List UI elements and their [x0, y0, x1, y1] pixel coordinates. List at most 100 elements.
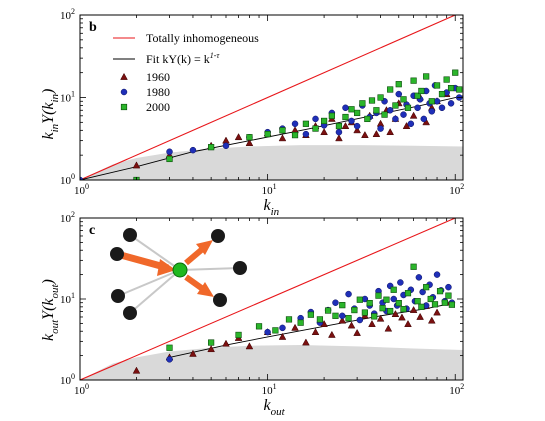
network-center-node — [172, 262, 188, 278]
data-point — [264, 131, 271, 138]
network-arrowhead — [197, 282, 214, 297]
data-point — [166, 155, 173, 163]
data-point — [279, 324, 286, 332]
series-2000 — [166, 263, 456, 351]
data-point — [341, 121, 350, 129]
data-point — [335, 128, 343, 136]
data-point — [427, 295, 434, 303]
legend-label: 2000 — [146, 100, 170, 114]
data-point — [379, 305, 386, 312]
data-point — [361, 130, 369, 138]
data-point — [433, 98, 441, 105]
data-point — [255, 323, 263, 330]
data-point — [312, 115, 319, 123]
data-point — [391, 310, 400, 318]
plot-area — [80, 218, 463, 380]
data-point — [302, 130, 310, 138]
data-point — [433, 82, 441, 89]
reference-line — [80, 15, 457, 180]
data-point — [222, 339, 230, 347]
data-point — [441, 299, 448, 306]
data-point — [208, 339, 215, 346]
data-point — [431, 301, 439, 308]
data-point — [428, 108, 436, 115]
data-point — [332, 312, 339, 319]
data-point — [245, 138, 254, 146]
data-point — [307, 311, 314, 318]
y-tick-label: 102 — [60, 7, 75, 22]
data-point — [409, 111, 418, 119]
data-point — [353, 122, 361, 130]
axis-ticks — [79, 14, 463, 181]
data-point — [320, 128, 328, 136]
data-point — [312, 125, 319, 132]
data-point — [342, 104, 349, 112]
data-point — [356, 316, 364, 324]
data-point — [445, 292, 452, 299]
data-point — [395, 90, 403, 98]
data-point — [364, 115, 371, 123]
data-point — [386, 128, 394, 136]
network-node — [123, 228, 137, 242]
data-point — [400, 306, 407, 313]
x-tick-label: 101 — [262, 182, 277, 197]
data-point — [392, 115, 399, 123]
data-point — [420, 115, 428, 123]
panel-c: 100 101 102 100 101 102 c kout koutY(kout) — [40, 210, 464, 418]
y-tick-label: 101 — [60, 291, 75, 306]
data-point — [246, 134, 253, 141]
data-point — [80, 176, 84, 180]
data-point — [366, 299, 373, 307]
data-point — [166, 356, 173, 363]
data-point — [207, 345, 215, 353]
data-point — [416, 312, 424, 320]
data-point — [222, 142, 230, 150]
panel-label: b — [89, 20, 97, 35]
plot-area — [80, 15, 463, 180]
data-point — [235, 331, 242, 339]
network-edge — [129, 234, 181, 271]
data-point — [328, 112, 335, 119]
legend: Totally inhomogeneous Fit kY(k) = k1-τ 196… — [113, 31, 259, 114]
network-node — [110, 247, 124, 261]
data-point — [414, 298, 421, 305]
x-tick-label: 100 — [74, 382, 89, 397]
x-axis-label: kout — [264, 397, 286, 418]
data-point — [354, 109, 361, 117]
data-point — [132, 161, 141, 169]
data-point — [438, 104, 446, 112]
data-point — [376, 314, 385, 322]
data-point — [400, 111, 407, 118]
data-point — [414, 92, 421, 99]
data-point — [324, 307, 332, 314]
data-point — [377, 125, 384, 132]
data-point — [427, 316, 436, 324]
data-point — [387, 86, 394, 93]
data-point — [332, 299, 339, 306]
data-point — [433, 271, 441, 278]
data-point — [428, 98, 435, 105]
data-point — [311, 328, 320, 335]
data-point — [278, 134, 287, 142]
data-point — [351, 306, 358, 314]
data-point — [433, 308, 441, 316]
data-point — [328, 330, 336, 338]
data-point — [404, 104, 412, 111]
y-tick-label: 100 — [60, 172, 75, 187]
data-point — [291, 126, 299, 134]
data-point — [316, 316, 324, 323]
axis-ticks — [79, 217, 463, 381]
data-point — [348, 106, 355, 113]
network-node — [123, 306, 137, 320]
data-point — [381, 111, 388, 118]
data-point — [390, 286, 397, 293]
data-point — [356, 296, 363, 303]
x-tick-label: 102 — [449, 182, 464, 197]
network-node — [111, 289, 125, 303]
data-point — [375, 292, 382, 299]
data-point — [400, 96, 407, 103]
y-axis-label: koutY(kout) — [40, 279, 61, 341]
data-point — [368, 319, 376, 327]
data-point — [372, 129, 381, 137]
data-point — [448, 301, 456, 308]
